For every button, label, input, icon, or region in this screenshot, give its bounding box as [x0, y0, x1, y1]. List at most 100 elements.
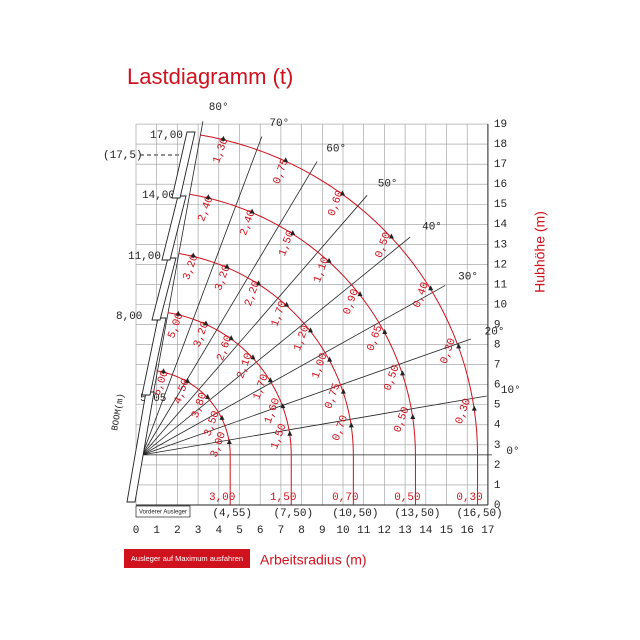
- x-tick-label: 13: [398, 525, 411, 537]
- y-tick-label: 17: [494, 159, 507, 171]
- angle-line: [141, 236, 411, 456]
- load-marker: [428, 285, 434, 291]
- angle-label: 10°: [501, 385, 521, 397]
- x-tick-label: 12: [378, 525, 391, 537]
- load-value: 0,70: [331, 414, 351, 443]
- boom-length: 11,00: [128, 251, 161, 263]
- y-tick-label: 7: [494, 360, 501, 372]
- y-tick-label: 12: [494, 259, 507, 271]
- load-marker: [280, 403, 286, 409]
- load-marker: [326, 257, 332, 263]
- load-value: 1,20: [292, 324, 312, 353]
- load-value: 0,70: [332, 492, 358, 504]
- load-marker: [224, 263, 230, 269]
- max-radius: (16,50): [456, 508, 502, 520]
- load-marker: [348, 422, 354, 428]
- max-radius: (10,50): [332, 508, 378, 520]
- load-marker: [205, 194, 211, 200]
- load-value: 0,50: [382, 364, 402, 393]
- y-tick-label: 9: [494, 319, 501, 331]
- y-tick-label: 13: [494, 239, 507, 251]
- angle-label: 50°: [378, 179, 398, 191]
- y-tick-label: 8: [494, 340, 501, 352]
- load-value: 0,75: [272, 157, 292, 186]
- y-axis-label: Hubhöhe (m): [532, 211, 548, 293]
- boom-section: [171, 131, 196, 199]
- load-marker: [160, 368, 166, 374]
- load-marker: [256, 280, 262, 286]
- y-tick-label: 11: [494, 279, 508, 291]
- x-tick-label: 7: [278, 525, 285, 537]
- x-tick-label: 8: [298, 525, 305, 537]
- y-tick-label: 3: [494, 440, 501, 452]
- load-marker: [327, 356, 333, 362]
- load-marker: [228, 335, 234, 341]
- load-value: 0,30: [439, 337, 459, 366]
- fly-jib-label: Vorderer Ausleger: [139, 510, 187, 516]
- load-marker: [410, 414, 416, 420]
- load-marker: [205, 393, 211, 399]
- load-marker: [456, 343, 462, 349]
- x-tick-label: 1: [153, 525, 160, 537]
- load-marker: [250, 354, 256, 360]
- x-tick-label: 5: [236, 525, 243, 537]
- angle-line: [142, 338, 472, 456]
- x-axis-label: Arbeitsradius (m): [260, 552, 367, 568]
- load-marker: [308, 327, 314, 333]
- x-tick-label: 15: [440, 525, 453, 537]
- max-radius: (4,55): [212, 508, 252, 520]
- y-tick-label: 1: [494, 480, 501, 492]
- angle-label: 30°: [458, 271, 478, 283]
- title: Lastdiagramm (t): [127, 64, 293, 89]
- x-tick-label: 16: [461, 525, 474, 537]
- load-marker: [267, 377, 273, 383]
- load-value: 1,60: [263, 397, 283, 426]
- boom-section: [151, 257, 177, 321]
- button-label[interactable]: Ausleger auf Maximum ausfahren: [131, 554, 243, 563]
- y-tick-label: 15: [494, 199, 507, 211]
- y-tick-label: 0: [494, 500, 501, 512]
- maximum-button[interactable]: [124, 549, 250, 568]
- load-value: 3,00: [209, 492, 235, 504]
- x-tick-label: 17: [481, 525, 494, 537]
- x-tick-label: 0: [133, 525, 140, 537]
- y-tick-label: 18: [494, 139, 507, 151]
- load-marker: [340, 388, 346, 394]
- max-radius: (13,50): [394, 508, 440, 520]
- angle-line: [141, 195, 368, 456]
- x-tick-label: 3: [195, 525, 202, 537]
- y-tick-label: 2: [494, 460, 501, 472]
- boom-length: 17,00: [150, 130, 183, 142]
- load-marker: [284, 301, 290, 307]
- load-value: 0,75: [323, 382, 343, 411]
- y-tick-label: 5: [494, 400, 501, 412]
- load-value: 1,50: [269, 422, 289, 451]
- angle-line: [141, 136, 263, 456]
- angle-label: 70°: [269, 118, 289, 130]
- load-value: 1,00: [310, 352, 330, 381]
- fly-jib-box: [135, 505, 191, 518]
- x-tick-label: 6: [257, 525, 264, 537]
- boom-section: [141, 317, 167, 396]
- x-tick-label: 9: [319, 525, 326, 537]
- angle-line: [142, 285, 446, 456]
- angle-label: 0°: [506, 446, 519, 458]
- angle-label: 60°: [326, 144, 346, 156]
- y-tick-label: 14: [494, 219, 508, 231]
- load-value: 1,50: [270, 492, 296, 504]
- load-marker: [339, 190, 345, 196]
- x-tick-label: 2: [174, 525, 181, 537]
- extra-length: (17,5): [103, 150, 143, 162]
- load-arc: [167, 312, 292, 505]
- load-marker: [388, 233, 394, 239]
- y-tick-label: 19: [494, 119, 507, 131]
- load-marker: [287, 430, 293, 436]
- y-tick-label: 10: [494, 299, 507, 311]
- load-value: 0,50: [392, 405, 412, 434]
- angle-line: [142, 395, 487, 456]
- max-radius: (7,50): [273, 508, 313, 520]
- x-tick-label: 4: [215, 525, 222, 537]
- load-marker: [382, 328, 388, 334]
- load-arc: [157, 370, 231, 505]
